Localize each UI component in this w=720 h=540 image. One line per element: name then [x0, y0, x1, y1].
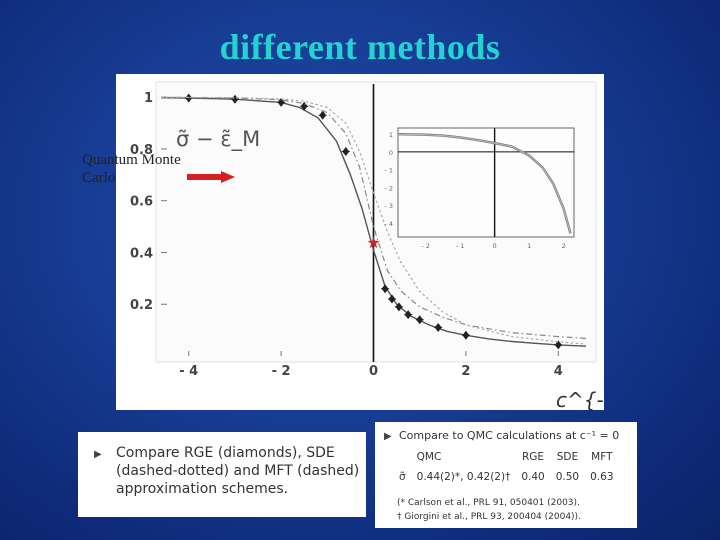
inset-x-tick-label: - 1: [456, 242, 465, 250]
qmc-comparison-title: Compare to QMC calculations at c⁻¹ = 0: [399, 429, 620, 442]
table-header-cell: SDE: [556, 451, 579, 463]
bullet-icon: ▶: [384, 431, 392, 442]
table-cell: 0.50: [555, 471, 580, 483]
y-tick-label: 1: [144, 91, 153, 106]
table-header-cell: MFT: [591, 451, 613, 463]
inset-y-tick-label: - 4: [384, 220, 393, 228]
x-tick-label: 0: [369, 364, 378, 379]
inset-x-tick-label: 1: [527, 242, 531, 250]
bullet-icon: ▶: [94, 449, 102, 460]
compare-methods-box: ▶ Compare RGE (diamonds), SDE (dashed-do…: [78, 432, 366, 517]
qmc-comparison-table: QMC RGE SDE MFT σ̃ 0.44(2)*, 0.42(2)† 0.…: [395, 449, 621, 487]
arrow-icon: [187, 171, 235, 183]
inset-frame: [397, 127, 575, 238]
main-chart: 0.2 0.4 0.6 0.8 1 - 4 - 2 0 2 4 σ̃ − ε̃_M c^{-1} ★ 1 0…: [116, 74, 604, 410]
inset-y-tick-label: 1: [389, 131, 393, 139]
inset-y-tick-label: - 3: [384, 202, 393, 210]
y-tick-label: 0.6: [130, 195, 153, 210]
table-cell: 0.63: [590, 471, 614, 483]
table-header-cell: RGE: [522, 451, 545, 463]
table-cell: 0.44(2)*, 0.42(2)†: [416, 471, 511, 483]
y-axis-label: σ̃ − ε̃_M: [176, 127, 260, 152]
inset-curve-core: [397, 133, 571, 234]
x-tick-label: - 2: [272, 364, 291, 379]
x-tick-label: 2: [461, 364, 470, 379]
x-axis-label: c^{-1}: [556, 388, 604, 410]
series-line-mft: [160, 96, 587, 345]
inset-x-tick-label: - 2: [421, 242, 430, 250]
y-tick-label: 0.8: [130, 143, 153, 158]
reference-carlson: (* Carlson et al., PRL 91, 050401 (2003)…: [397, 498, 580, 508]
table-header-cell: QMC: [416, 451, 442, 463]
table-row: σ̃ 0.44(2)*, 0.42(2)† 0.40 0.50 0.63: [395, 469, 621, 487]
y-tick-label: 0.4: [130, 246, 153, 261]
qmc-star-marker: ★: [366, 233, 380, 252]
series-line-sde: [160, 96, 587, 339]
inset-x-tick-label: 0: [493, 242, 497, 250]
slide-title: different methods: [219, 27, 501, 67]
table-row-label: σ̃: [399, 471, 406, 483]
table-header-cell: [395, 449, 413, 469]
inset-y-tick-label: 0: [389, 149, 393, 157]
x-tick-label: - 4: [179, 364, 198, 379]
table-header-row: QMC RGE SDE MFT: [395, 449, 621, 469]
qmc-annotation-label: Quantum Monte Carlo: [82, 152, 181, 186]
y-tick-label: 0.2: [130, 298, 153, 313]
chart-panel: 0.2 0.4 0.6 0.8 1 - 4 - 2 0 2 4 σ̃ − ε̃_M c^{-1} ★ 1 0…: [116, 74, 604, 410]
reference-giorgini: † Giorgini et al., PRL 93, 200404 (2004)…: [397, 512, 581, 522]
compare-methods-text: Compare RGE (diamonds), SDE (dashed-dott…: [116, 445, 360, 497]
qmc-comparison-box: ▶ Compare to QMC calculations at c⁻¹ = 0…: [375, 422, 637, 528]
inset-y-tick-label: - 1: [384, 167, 393, 175]
inset-y-tick-label: - 2: [384, 184, 393, 192]
x-tick-label: 4: [554, 364, 563, 379]
table-cell: 0.40: [521, 471, 545, 483]
inset-x-tick-label: 2: [562, 242, 566, 250]
